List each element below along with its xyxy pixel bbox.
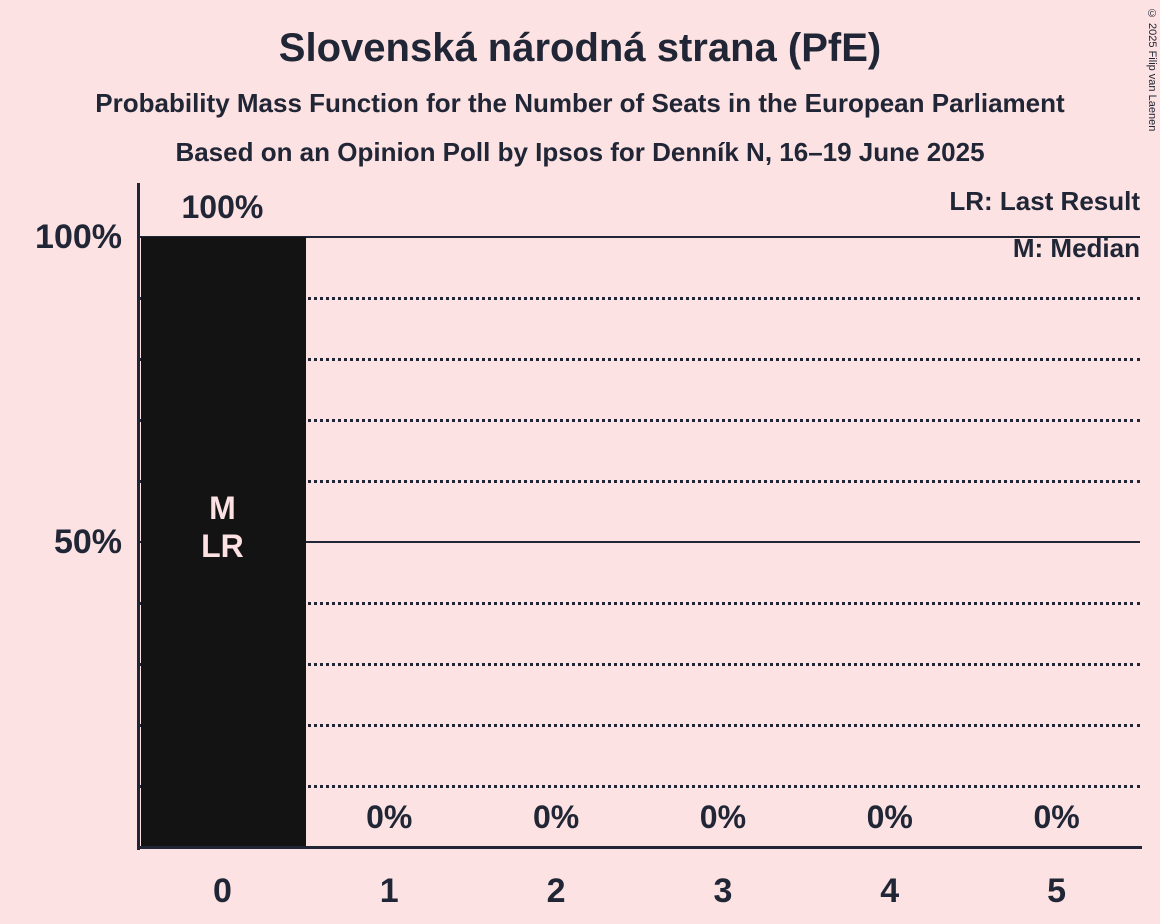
- gridline-dotted-80: [139, 357, 1140, 361]
- bar-value-label-5: 0%: [1033, 799, 1080, 835]
- gridline-dotted-60: [139, 479, 1140, 483]
- gridline-solid-50: [139, 541, 1140, 543]
- median-last-result-annotation: M LR: [139, 489, 306, 565]
- y-axis-line: [137, 183, 140, 850]
- x-tick-label-5: 5: [1047, 872, 1067, 910]
- x-tick-label-1: 1: [379, 872, 399, 910]
- x-tick-label-2: 2: [546, 872, 566, 910]
- bar-value-label-2: 0%: [532, 799, 580, 835]
- bar-value-label-3: 0%: [699, 799, 747, 835]
- gridline-dotted-40: [139, 601, 1140, 605]
- bar-0: [141, 237, 306, 847]
- bar-value-label-0: 100%: [181, 189, 264, 225]
- gridline-dotted-20: [139, 723, 1140, 727]
- bar-value-label-1: 0%: [366, 799, 413, 835]
- poll-subtitle: Based on an Opinion Poll by Ipsos for De…: [175, 137, 985, 167]
- legend-median: M: Median: [1012, 233, 1140, 263]
- x-tick-label-3: 3: [713, 872, 733, 910]
- gridline-solid-100: [139, 236, 1140, 238]
- annotation-line-M: M: [209, 490, 236, 526]
- annotation-line-LR: LR: [201, 528, 244, 564]
- chart-subtitle: Probability Mass Function for the Number…: [95, 88, 1065, 118]
- gridline-dotted-30: [139, 662, 1140, 666]
- x-tick-label-0: 0: [212, 872, 232, 910]
- copyright-text: © 2025 Filip van Laenen: [1146, 8, 1158, 132]
- y-tick-label-100%: 100%: [35, 218, 122, 256]
- bar-value-label-4: 0%: [866, 799, 913, 835]
- legend-last-result: LR: Last Result: [949, 186, 1140, 216]
- y-tick-label-50%: 50%: [53, 523, 122, 561]
- gridline-dotted-90: [139, 296, 1140, 300]
- x-axis-line: [137, 846, 1142, 849]
- gridline-dotted-10: [139, 784, 1140, 788]
- chart-title: Slovenská národná strana (PfE): [278, 26, 882, 70]
- gridline-dotted-70: [139, 418, 1140, 422]
- x-tick-label-4: 4: [880, 872, 900, 910]
